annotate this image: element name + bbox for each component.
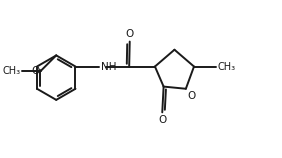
Text: O: O	[125, 29, 134, 39]
Text: NH: NH	[101, 61, 116, 72]
Text: O: O	[158, 115, 166, 125]
Text: O: O	[31, 66, 39, 76]
Text: CH₃: CH₃	[217, 61, 235, 72]
Text: CH₃: CH₃	[2, 66, 20, 76]
Text: O: O	[188, 91, 196, 101]
